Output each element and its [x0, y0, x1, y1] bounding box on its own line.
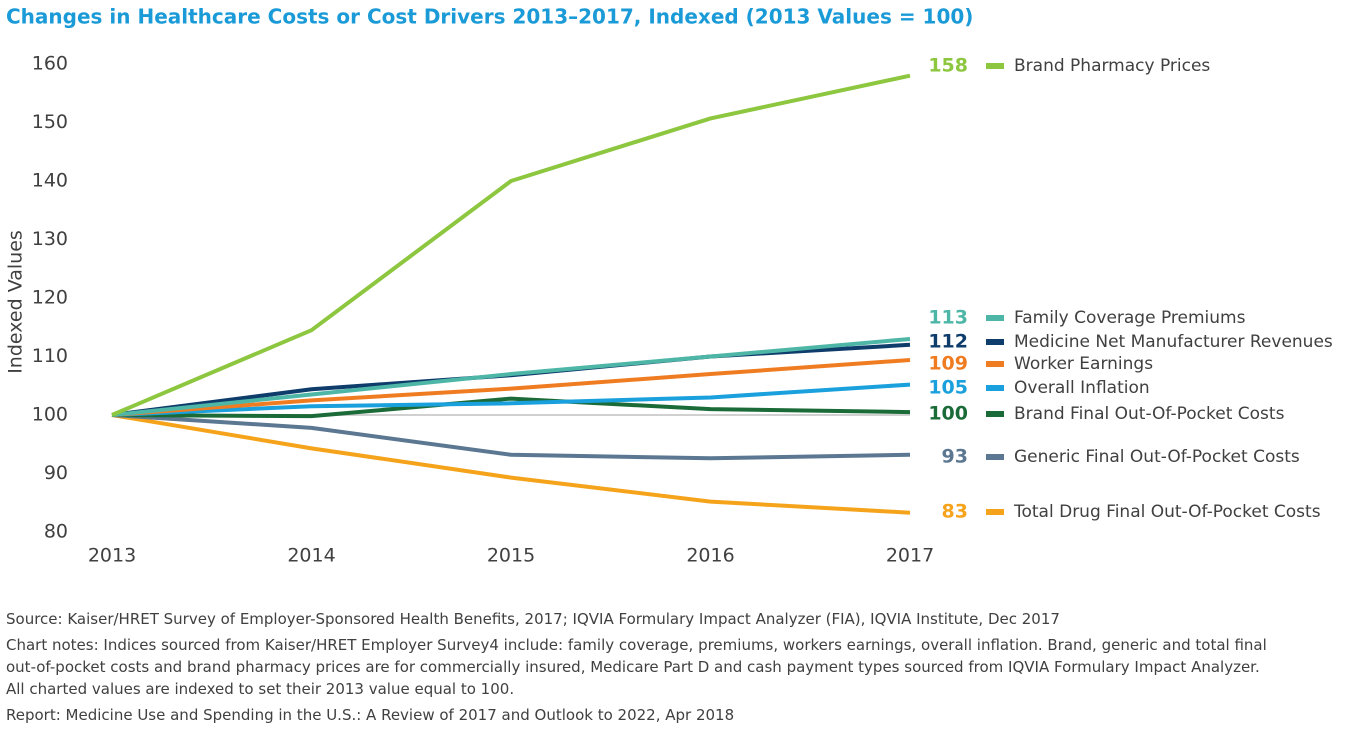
legend-swatch	[986, 411, 1004, 417]
legend-swatch	[986, 454, 1004, 460]
chart: Changes in Healthcare Costs or Cost Driv…	[5, 5, 1333, 567]
legend-label: Generic Final Out-Of-Pocket Costs	[1014, 447, 1300, 467]
x-tick-label: 2013	[88, 545, 136, 567]
source: Source: Kaiser/HRET Survey of Employer-S…	[6, 610, 1060, 628]
legend-label: Family Coverage Premiums	[1014, 308, 1246, 328]
y-tick-label: 90	[44, 462, 68, 484]
chart-title: Changes in Healthcare Costs or Cost Driv…	[6, 5, 973, 29]
y-tick-label: 120	[32, 287, 68, 309]
legend-swatch	[986, 361, 1004, 367]
x-tick-label: 2017	[886, 545, 934, 567]
series-line	[111, 382, 911, 417]
y-tick-label: 80	[44, 521, 68, 543]
end-value-label: 93	[942, 446, 968, 468]
end-value-label: 112	[928, 331, 968, 353]
series-line	[111, 413, 911, 461]
end-value-label: 83	[942, 501, 968, 523]
y-tick-label: 110	[32, 345, 68, 367]
legend-label: Worker Earnings	[1014, 354, 1153, 374]
y-tick-label: 160	[32, 53, 68, 75]
footnotes: Source: Kaiser/HRET Survey of Employer-S…	[6, 608, 1346, 730]
legend-label: Total Drug Final Out-Of-Pocket Costs	[1013, 502, 1321, 522]
note-line: All charted values are indexed to set th…	[6, 680, 515, 698]
series-line	[111, 396, 911, 419]
end-value-label: 109	[928, 353, 968, 375]
end-value-label: 158	[928, 55, 968, 77]
report: Report: Medicine Use and Spending in the…	[6, 706, 735, 724]
legend-label: Brand Final Out-Of-Pocket Costs	[1014, 404, 1285, 424]
end-value-label: 100	[928, 403, 968, 425]
legend-swatch	[986, 63, 1004, 69]
end-value-label: 105	[928, 377, 968, 399]
note-line: Chart notes: Indices sourced from Kaiser…	[6, 636, 1267, 654]
y-tick-label: 130	[32, 228, 68, 250]
series-line	[111, 413, 911, 515]
legend-swatch	[986, 385, 1004, 391]
legend-label: Medicine Net Manufacturer Revenues	[1014, 332, 1333, 352]
x-tick-label: 2016	[686, 545, 734, 567]
legend-swatch	[986, 315, 1004, 321]
y-tick-label: 100	[32, 404, 68, 426]
legend-label: Brand Pharmacy Prices	[1014, 56, 1210, 76]
x-tick-label: 2015	[487, 545, 535, 567]
y-tick-label: 150	[32, 111, 68, 133]
legend-swatch	[986, 339, 1004, 345]
series-line	[111, 336, 911, 417]
legend-label: Overall Inflation	[1014, 378, 1150, 398]
y-tick-label: 140	[32, 170, 68, 192]
note-line: out-of-pocket costs and brand pharmacy p…	[6, 658, 1260, 676]
x-tick-label: 2014	[287, 545, 335, 567]
series-line	[111, 73, 911, 417]
legend-swatch	[986, 509, 1004, 515]
series-line	[111, 358, 911, 417]
y-axis-label: Indexed Values	[5, 230, 27, 374]
end-value-label: 113	[928, 307, 968, 329]
